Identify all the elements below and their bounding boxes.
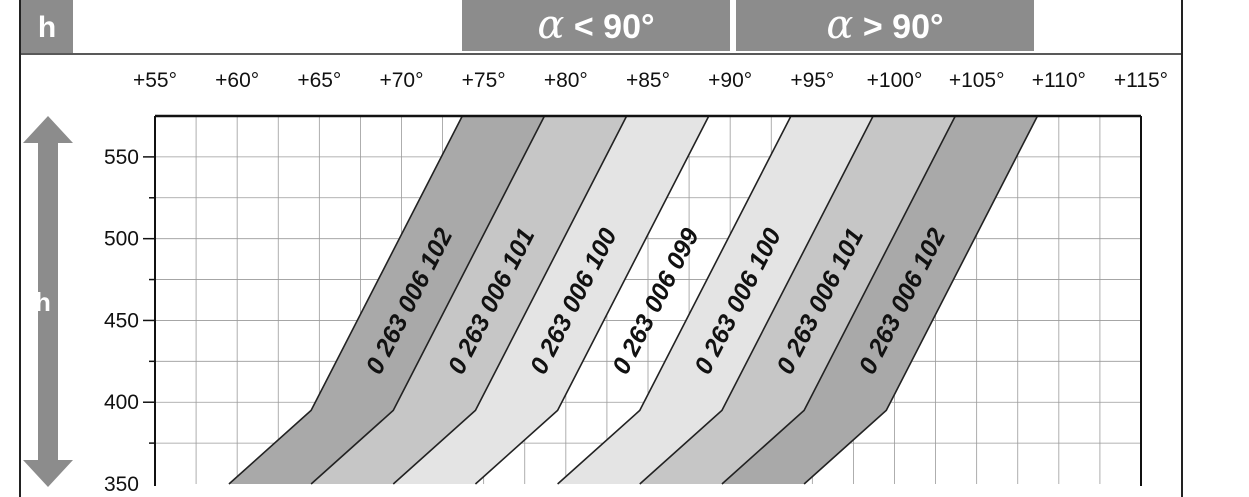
alpha-greater-label: > 90° bbox=[853, 8, 943, 46]
axes: 350 400 450 500 550 +55° +60° +65° +70° +75° +80° +… bbox=[104, 69, 1168, 496]
x-tick-label: +95° bbox=[790, 69, 834, 92]
band-boundary-line bbox=[474, 115, 710, 485]
y-tick-label: 500 bbox=[104, 228, 139, 251]
h-badge-text: h bbox=[38, 11, 56, 44]
y-tick-label: 400 bbox=[104, 391, 139, 414]
y-tick-label: 450 bbox=[104, 309, 139, 332]
height-arrow-label: h bbox=[35, 287, 51, 317]
y-tick-label: 550 bbox=[104, 146, 139, 169]
x-tick-label: +90° bbox=[708, 69, 752, 92]
x-tick-label: +115° bbox=[1114, 69, 1168, 92]
band-boundary-line bbox=[392, 115, 628, 485]
band-area bbox=[557, 116, 874, 484]
band-area bbox=[228, 116, 545, 484]
alpha-less-symbol: α bbox=[537, 2, 564, 48]
x-tick-label: +100° bbox=[867, 69, 923, 92]
h-badge: h bbox=[21, 0, 73, 53]
band-area bbox=[639, 116, 956, 484]
x-tick-label: +65° bbox=[297, 69, 341, 92]
alpha-greater-header: α > 90° bbox=[736, 0, 1034, 51]
band-area bbox=[393, 116, 709, 484]
x-tick-label: +60° bbox=[215, 69, 259, 92]
band-boundary-line bbox=[310, 115, 546, 485]
band-boundary-line bbox=[803, 115, 1039, 485]
band-area bbox=[721, 116, 1038, 484]
x-tick-label: +70° bbox=[379, 69, 423, 92]
band-area bbox=[311, 116, 627, 484]
x-tick-label: +55° bbox=[133, 69, 177, 92]
y-tick-label: 350 bbox=[104, 473, 139, 496]
x-tick-label: +105° bbox=[949, 69, 1005, 92]
band-boundary-line bbox=[557, 115, 792, 485]
x-tick-label: +110° bbox=[1032, 69, 1086, 92]
alpha-greater-symbol: α bbox=[826, 2, 853, 48]
svg-text:α > 90°: α > 90° bbox=[826, 2, 943, 48]
band-boundary-line bbox=[228, 115, 464, 485]
height-arrow: h bbox=[23, 116, 73, 487]
x-tick-label: +75° bbox=[462, 69, 506, 92]
svg-text:α < 90°: α < 90° bbox=[537, 2, 654, 48]
band-boundary-line bbox=[639, 115, 874, 485]
bands bbox=[228, 115, 1039, 485]
band-boundary-line bbox=[721, 115, 957, 485]
alpha-less-label: < 90° bbox=[564, 8, 654, 46]
x-tick-label: +80° bbox=[544, 69, 588, 92]
x-tick-label: +85° bbox=[626, 69, 670, 92]
alpha-less-header: α < 90° bbox=[462, 0, 730, 51]
